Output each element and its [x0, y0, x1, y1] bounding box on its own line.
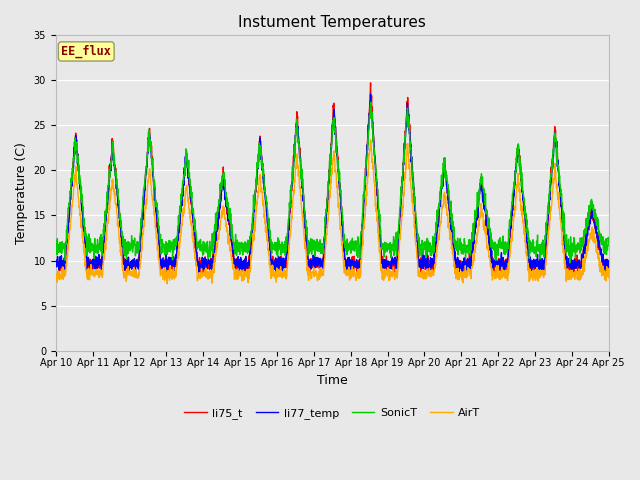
li77_temp: [206, 267, 214, 273]
Legend: li75_t, li77_temp, SonicT, AirT: li75_t, li77_temp, SonicT, AirT: [180, 404, 484, 423]
AirT: [52, 271, 60, 277]
li75_t: [493, 260, 501, 266]
li77_temp: [349, 257, 356, 263]
SonicT: [348, 241, 356, 247]
SonicT: [493, 245, 501, 251]
Y-axis label: Temperature (C): Temperature (C): [15, 142, 28, 244]
AirT: [557, 217, 564, 223]
Line: AirT: AirT: [56, 140, 609, 284]
li77_temp: [605, 258, 612, 264]
SonicT: [556, 183, 564, 189]
li75_t: [572, 259, 580, 265]
li75_t: [605, 260, 612, 266]
AirT: [493, 270, 501, 276]
AirT: [163, 281, 171, 287]
AirT: [605, 275, 612, 281]
li75_t: [570, 273, 578, 279]
li75_t: [52, 260, 60, 266]
Line: li77_temp: li77_temp: [56, 94, 609, 273]
Line: SonicT: SonicT: [56, 102, 609, 263]
li77_temp: [557, 188, 564, 193]
X-axis label: Time: Time: [317, 374, 348, 387]
SonicT: [52, 248, 60, 253]
AirT: [367, 137, 374, 143]
li77_temp: [360, 189, 368, 195]
SonicT: [206, 247, 214, 253]
li77_temp: [195, 270, 203, 276]
Line: li75_t: li75_t: [56, 83, 609, 276]
Title: Instument Temperatures: Instument Temperatures: [238, 15, 426, 30]
SonicT: [566, 260, 573, 266]
li77_temp: [367, 91, 374, 97]
Text: EE_flux: EE_flux: [61, 45, 111, 58]
li77_temp: [493, 262, 501, 268]
AirT: [206, 272, 214, 277]
li75_t: [360, 192, 368, 198]
SonicT: [605, 240, 612, 245]
SonicT: [572, 246, 580, 252]
li75_t: [206, 259, 214, 265]
AirT: [360, 217, 368, 223]
li77_temp: [52, 260, 60, 266]
AirT: [572, 269, 580, 275]
li75_t: [367, 80, 374, 86]
li75_t: [348, 254, 356, 260]
SonicT: [367, 99, 374, 105]
AirT: [349, 264, 356, 269]
li77_temp: [572, 264, 580, 269]
li75_t: [556, 183, 564, 189]
SonicT: [360, 194, 368, 200]
